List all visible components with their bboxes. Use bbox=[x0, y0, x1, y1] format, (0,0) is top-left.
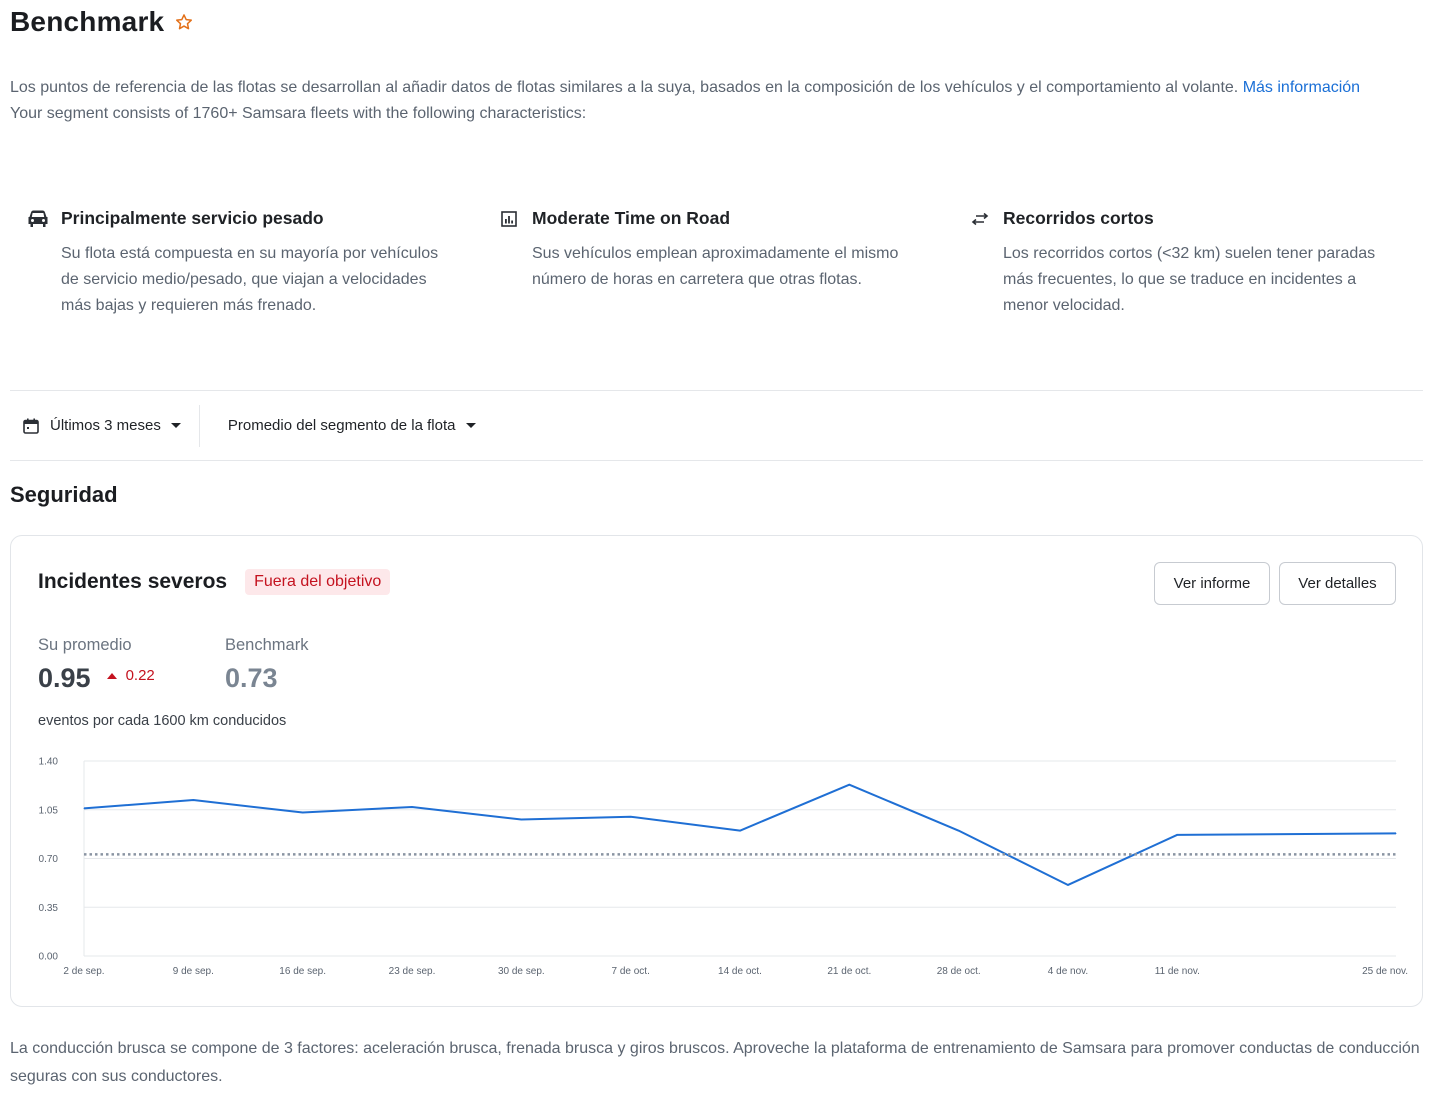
intro-description: Los puntos de referencia de las flotas s… bbox=[10, 79, 1239, 96]
average-label: Su promedio bbox=[38, 636, 132, 654]
arrow-up-icon bbox=[106, 672, 117, 679]
section-title: Seguridad bbox=[10, 482, 118, 507]
comparison-dropdown[interactable]: Promedio del segmento de la flota bbox=[200, 417, 476, 434]
severe-incidents-card: Incidentes severos Fuera del objetivo Ve… bbox=[10, 535, 1423, 1007]
x-tick-label: 7 de oct. bbox=[611, 966, 649, 977]
characteristic-description: Sus vehículos emplean aproximadamente el… bbox=[532, 245, 899, 288]
characteristic-item: Moderate Time on Road Sus vehículos empl… bbox=[481, 205, 952, 319]
x-tick-label: 11 de nov. bbox=[1155, 966, 1200, 977]
footer-note: La conducción brusca se compone de 3 fac… bbox=[10, 1040, 1420, 1085]
segment-summary: Your segment consists of 1760+ Samsara f… bbox=[10, 105, 587, 122]
data-point[interactable] bbox=[520, 819, 522, 820]
data-point[interactable] bbox=[192, 799, 194, 801]
view-details-button[interactable]: Ver detalles bbox=[1279, 562, 1396, 605]
x-tick-label: 28 de oct. bbox=[937, 966, 981, 977]
characteristic-item: Principalmente servicio pesado Su flota … bbox=[10, 205, 481, 319]
average-value: 0.95 bbox=[38, 663, 91, 693]
page-title: Benchmark bbox=[10, 6, 165, 37]
x-tick-label: 16 de sep. bbox=[279, 966, 326, 977]
y-tick-label: 0.35 bbox=[39, 903, 59, 914]
data-point[interactable] bbox=[411, 806, 413, 808]
x-tick-label: 25 de nov. bbox=[1362, 966, 1408, 977]
units-label: eventos por cada 1600 km conducidos bbox=[38, 713, 287, 729]
characteristic-description: Los recorridos cortos (<32 km) suelen te… bbox=[1003, 245, 1376, 314]
x-tick-label: 21 de oct. bbox=[827, 966, 871, 977]
x-tick-label: 2 de sep. bbox=[63, 966, 104, 977]
x-tick-label: 30 de sep. bbox=[498, 966, 545, 977]
delta-value: 0.22 bbox=[125, 667, 155, 684]
data-point[interactable] bbox=[739, 830, 741, 832]
y-tick-label: 0.70 bbox=[39, 854, 59, 865]
characteristic-title: Recorridos cortos bbox=[1003, 208, 1154, 228]
status-badge: Fuera del objetivo bbox=[245, 569, 391, 595]
y-tick-label: 1.40 bbox=[39, 757, 59, 768]
data-point[interactable] bbox=[958, 830, 960, 832]
filter-bar: Últimos 3 meses Promedio del segmento de… bbox=[10, 390, 1423, 461]
delta-indicator: 0.22 bbox=[106, 667, 155, 684]
title-row: Benchmark bbox=[10, 6, 194, 38]
characteristic-description: Su flota está compuesta en su mayoría po… bbox=[61, 245, 439, 314]
characteristic-title: Principalmente servicio pesado bbox=[61, 208, 324, 228]
date-range-dropdown[interactable]: Últimos 3 meses bbox=[10, 404, 200, 447]
x-tick-label: 9 de sep. bbox=[173, 966, 214, 977]
more-info-link[interactable]: Más información bbox=[1242, 79, 1361, 96]
intro-text: Los puntos de referencia de las flotas s… bbox=[10, 75, 1410, 127]
chevron-down-icon bbox=[465, 423, 476, 428]
chevron-down-icon bbox=[170, 423, 181, 428]
data-point[interactable] bbox=[83, 807, 85, 809]
star-outline-icon[interactable] bbox=[174, 12, 194, 32]
data-point[interactable] bbox=[302, 812, 304, 814]
view-report-button[interactable]: Ver informe bbox=[1154, 562, 1270, 605]
incidents-line-chart: 0.00 0.35 0.70 1.05 1.40 2 de sep. 9 de sep. 1… bbox=[39, 757, 1409, 978]
y-tick-label: 1.05 bbox=[39, 805, 59, 816]
data-point[interactable] bbox=[630, 816, 632, 818]
bar-chart-icon bbox=[497, 207, 521, 231]
benchmark-metric: Benchmark 0.73 bbox=[225, 636, 308, 694]
characteristics-list: Principalmente servicio pesado Su flota … bbox=[10, 205, 1423, 319]
benchmark-label: Benchmark bbox=[225, 636, 309, 654]
card-title: Incidentes severos bbox=[38, 570, 228, 593]
x-tick-label: 14 de oct. bbox=[718, 966, 762, 977]
data-point[interactable] bbox=[1176, 834, 1178, 836]
data-point[interactable] bbox=[848, 784, 850, 786]
characteristic-title: Moderate Time on Road bbox=[532, 208, 731, 228]
data-point[interactable] bbox=[1067, 884, 1069, 886]
x-tick-label: 23 de sep. bbox=[389, 966, 436, 977]
truck-icon bbox=[26, 207, 50, 231]
x-tick-label: 4 de nov. bbox=[1048, 966, 1088, 977]
date-range-label: Últimos 3 meses bbox=[50, 417, 161, 434]
data-point[interactable] bbox=[1395, 832, 1397, 834]
card-header: Incidentes severos Fuera del objetivo bbox=[38, 569, 391, 595]
swap-arrows-icon bbox=[968, 207, 992, 231]
calendar-icon bbox=[22, 417, 40, 435]
characteristic-item: Recorridos cortos Los recorridos cortos … bbox=[952, 205, 1423, 319]
average-metric: Su promedio 0.95 0.22 bbox=[38, 636, 155, 694]
average-series-line bbox=[83, 783, 1397, 886]
comparison-label: Promedio del segmento de la flota bbox=[227, 417, 456, 434]
benchmark-value: 0.73 bbox=[225, 663, 278, 693]
y-tick-label: 0.00 bbox=[39, 952, 59, 963]
